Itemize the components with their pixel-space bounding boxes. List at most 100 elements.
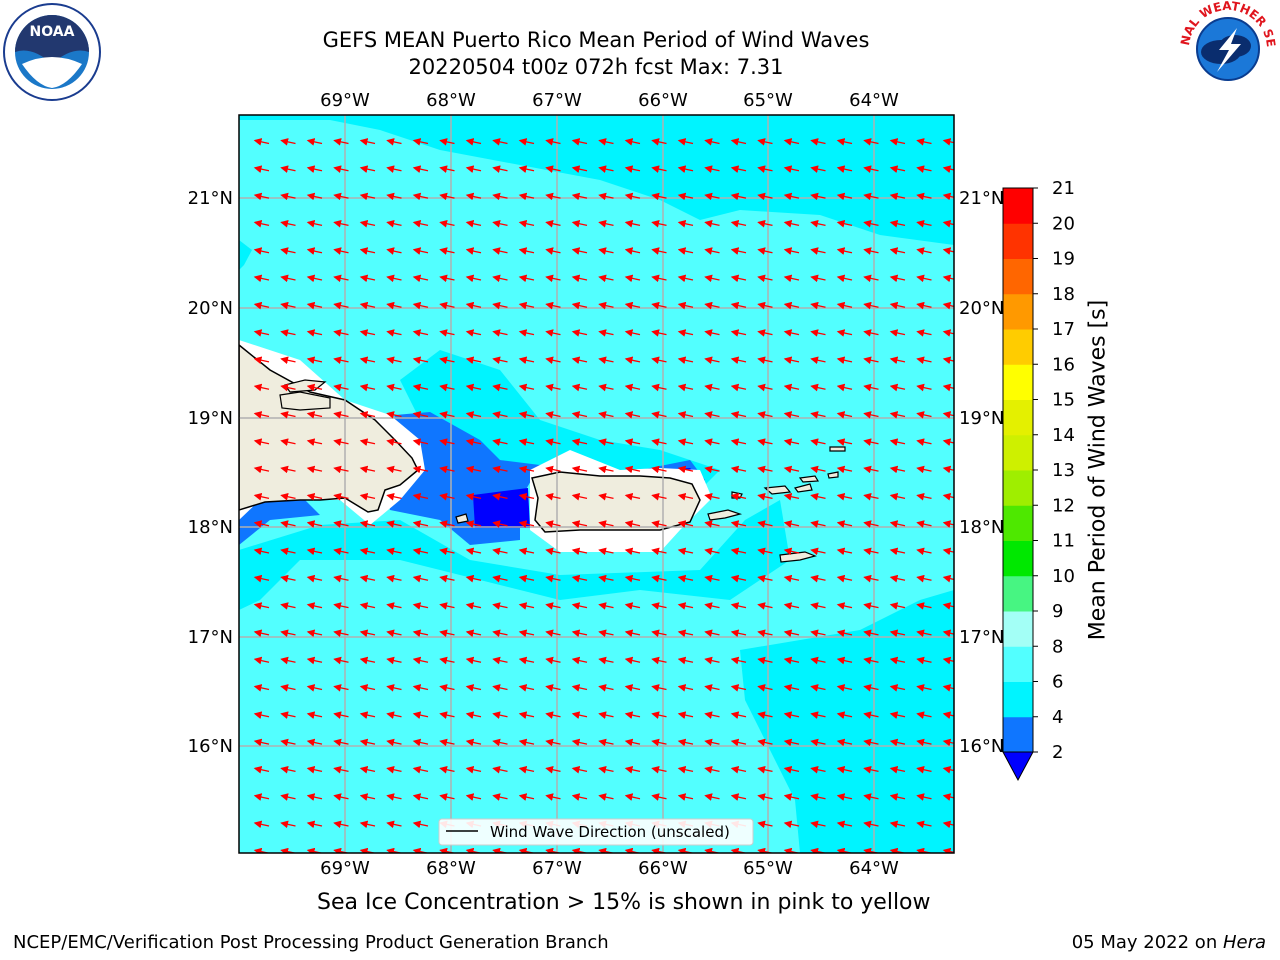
direction-arrow	[704, 520, 720, 528]
direction-arrow	[916, 547, 932, 556]
direction-arrow	[412, 411, 429, 419]
direction-arrow	[253, 574, 270, 583]
direction-arrow	[916, 765, 932, 774]
direction-arrow	[624, 684, 641, 692]
direction-arrow	[810, 602, 826, 610]
period-field-4-6-passage	[400, 350, 720, 490]
direction-arrow	[412, 274, 429, 283]
direction-arrow	[333, 793, 349, 801]
direction-arrow	[810, 438, 826, 446]
direction-arrow	[306, 656, 323, 665]
direction-arrow	[677, 520, 694, 528]
colorbar-segment	[1003, 399, 1033, 436]
direction-arrow	[598, 219, 614, 228]
direction-arrow	[280, 602, 296, 610]
direction-arrow	[783, 492, 800, 501]
direction-arrow	[280, 383, 296, 392]
direction-arrow	[359, 165, 376, 173]
lat-label: 16°N	[959, 736, 1004, 757]
direction-arrow	[916, 465, 932, 474]
direction-arrow	[386, 274, 402, 283]
direction-arrow	[386, 520, 402, 528]
direction-arrow	[889, 356, 906, 365]
direction-arrow	[836, 656, 853, 665]
title-line-1: GEFS MEAN Puerto Rico Mean Period of Win…	[322, 28, 870, 52]
direction-arrow	[253, 356, 270, 365]
direction-arrow	[624, 138, 641, 146]
direction-arrow	[889, 684, 906, 692]
direction-arrow	[836, 465, 853, 474]
direction-arrow	[863, 165, 879, 173]
direction-arrow	[889, 656, 906, 665]
direction-arrow	[757, 274, 773, 283]
direction-arrow	[598, 411, 614, 419]
lon-label: 68°W	[426, 90, 476, 111]
direction-arrow	[465, 547, 482, 556]
direction-arrow	[757, 138, 773, 146]
direction-arrow	[518, 547, 535, 556]
direction-arrow	[412, 301, 429, 310]
direction-arrow	[677, 438, 694, 446]
direction-arrow	[386, 301, 402, 310]
direction-arrow	[333, 629, 349, 638]
direction-arrow	[518, 765, 535, 774]
direction-arrow	[651, 656, 667, 665]
direction-arrow	[492, 329, 508, 337]
direction-arrow	[730, 765, 747, 774]
direction-arrow	[280, 820, 296, 829]
direction-arrow	[412, 602, 429, 610]
direction-arrow	[730, 165, 747, 173]
footer-host: Hera	[1222, 932, 1266, 953]
colorbar-segment	[1003, 540, 1033, 577]
direction-arrow	[439, 383, 455, 392]
direction-arrow	[651, 684, 667, 692]
direction-arrow	[412, 165, 429, 173]
colorbar-tick-label: 14	[1052, 425, 1075, 446]
direction-arrow	[359, 602, 376, 610]
colorbar-tick-label: 8	[1052, 636, 1063, 657]
direction-arrow	[386, 547, 402, 556]
direction-arrow	[386, 411, 402, 419]
direction-arrow	[624, 247, 641, 255]
direction-arrow	[942, 138, 954, 146]
direction-arrow	[783, 465, 800, 474]
direction-arrow	[333, 765, 349, 774]
direction-arrow	[916, 411, 932, 419]
colorbar-tick-label: 4	[1052, 707, 1063, 728]
direction-arrow	[757, 820, 773, 829]
direction-arrow	[518, 165, 535, 173]
direction-arrow	[571, 684, 588, 692]
colorbar: 2 4 6 8 9 10 11 12 13 14 15 16 17 18 19 20 21	[1002, 178, 1075, 782]
direction-arrow	[412, 465, 429, 474]
direction-arrow	[571, 492, 588, 501]
direction-arrow	[863, 711, 879, 719]
direction-arrow	[836, 820, 853, 829]
direction-arrow	[677, 383, 694, 392]
direction-arrow	[253, 138, 270, 146]
colorbar-tick-label: 10	[1052, 566, 1075, 587]
direction-arrow	[492, 547, 508, 556]
direction-arrow	[253, 711, 270, 719]
direction-arrow	[333, 411, 349, 419]
colorbar-tick-label: 19	[1052, 249, 1075, 270]
direction-arrow	[598, 738, 614, 747]
direction-arrow	[333, 684, 349, 692]
direction-arrow	[333, 329, 349, 337]
direction-arrow	[412, 711, 429, 719]
direction-arrow	[863, 793, 879, 801]
direction-arrow	[624, 301, 641, 310]
direction-arrow	[704, 602, 720, 610]
colorbar-tick-label: 21	[1052, 178, 1075, 199]
direction-arrow	[677, 684, 694, 692]
direction-arrow	[492, 574, 508, 583]
direction-arrow	[492, 138, 508, 146]
direction-arrow	[439, 329, 455, 337]
colorbar-segment	[1003, 364, 1033, 400]
direction-arrow	[677, 656, 694, 665]
direction-arrow	[624, 492, 641, 501]
direction-arrow	[916, 301, 932, 310]
direction-arrow	[333, 820, 349, 829]
direction-arrow	[836, 165, 853, 173]
direction-arrow	[810, 274, 826, 283]
